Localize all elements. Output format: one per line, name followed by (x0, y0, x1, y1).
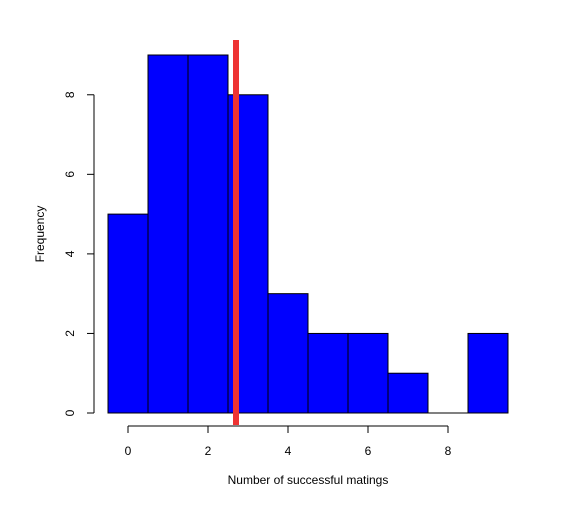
x-tick-label-6: 6 (365, 444, 372, 458)
bars (107, 54, 509, 414)
x-tick-label-0: 0 (125, 444, 132, 458)
x-tick-label-8: 8 (445, 444, 452, 458)
histogram-bar-9 (467, 332, 509, 414)
y-tick-label-6: 6 (63, 171, 77, 178)
y-tick-label-0: 0 (63, 409, 77, 416)
histogram-bar-5 (307, 332, 349, 414)
y-axis: 0 2 4 6 8 (63, 91, 95, 416)
x-axis-title: Number of successful matings (228, 473, 389, 487)
histogram-bar-6 (347, 332, 389, 414)
histogram-bar-4 (267, 293, 309, 414)
x-tick-label-2: 2 (205, 444, 212, 458)
x-tick-label-4: 4 (285, 444, 292, 458)
y-tick-label-4: 4 (63, 250, 77, 257)
histogram-bar-7 (387, 372, 429, 414)
x-axis: 0 2 4 6 8 (125, 425, 452, 458)
histogram-bar-1 (147, 54, 189, 414)
y-tick-label-2: 2 (63, 330, 77, 337)
histogram-bar-0 (107, 213, 149, 414)
y-axis-title: Frequency (33, 206, 47, 263)
histogram-bar-2 (187, 54, 229, 414)
y-tick-label-8: 8 (63, 91, 77, 98)
